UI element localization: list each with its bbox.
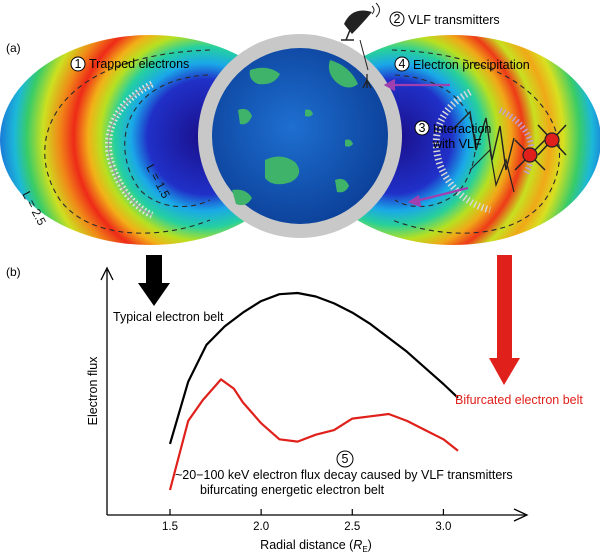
right-electron-helix bbox=[432, 88, 491, 214]
x-tick-label-0: 1.5 bbox=[162, 521, 178, 533]
l-shell-2-5-right bbox=[391, 49, 561, 234]
series-bifurcated-line bbox=[168, 378, 459, 491]
y-axis-arrowhead bbox=[100, 266, 114, 281]
svg-text:4: 4 bbox=[399, 57, 406, 71]
satellite-icon-2 bbox=[537, 124, 567, 156]
interaction-label-line1: Interaction bbox=[433, 122, 491, 136]
electron-precipitation-label: Electron precipitation bbox=[413, 58, 530, 72]
svg-text:1: 1 bbox=[75, 57, 82, 71]
x-tick-label-3: 3.0 bbox=[435, 521, 451, 533]
series-bifurcated-label: Bifurcated electron belt bbox=[455, 393, 583, 407]
marker-1: 1 bbox=[70, 56, 86, 72]
trapped-electrons-label: Trapped electrons bbox=[89, 57, 189, 71]
vlf-transmitters-label: VLF transmitters bbox=[408, 13, 500, 27]
svg-text:3: 3 bbox=[419, 121, 426, 135]
l-shell-1-5-right bbox=[394, 74, 476, 208]
marker-4: 4 bbox=[394, 56, 410, 72]
marker-5: 5 bbox=[336, 450, 354, 468]
chart-axes bbox=[100, 266, 529, 522]
annotation-line-2: bifurcating energetic electron belt bbox=[200, 483, 385, 497]
precipitation-arrows bbox=[383, 79, 469, 208]
annotation-line-1: ~20−100 keV electron flux decay caused b… bbox=[175, 468, 513, 482]
transmitter-pointer bbox=[359, 39, 369, 71]
panel-a-label: (a) bbox=[6, 41, 21, 55]
earth-landmasses bbox=[232, 60, 358, 206]
x-ticks: 1.5 2.0 2.5 3.0 bbox=[162, 509, 451, 533]
satellite-dish-icon bbox=[341, 2, 380, 41]
satellite-icon bbox=[514, 139, 546, 171]
marker-3: 3 bbox=[414, 120, 430, 136]
typical-belt-arrow bbox=[138, 255, 170, 306]
vlf-wave-zigzag-2 bbox=[469, 148, 515, 193]
x-axis-arrowhead bbox=[513, 508, 529, 522]
panel-b-label: (b) bbox=[6, 265, 21, 279]
x-tick-label-2: 2.5 bbox=[344, 521, 360, 533]
trapped-electron-guide bbox=[107, 83, 153, 216]
svg-text:5: 5 bbox=[342, 452, 349, 466]
x-axis-label: Radial distance (RE) bbox=[260, 538, 372, 554]
x-tick-label-1: 2.0 bbox=[253, 521, 269, 533]
interaction-label-line2: with VLF bbox=[432, 137, 482, 151]
svg-text:2: 2 bbox=[394, 12, 401, 26]
series-typical-label: Typical electron belt bbox=[113, 310, 224, 324]
series-typical-line bbox=[168, 291, 459, 445]
y-axis-label: Electron flux bbox=[86, 356, 100, 426]
right-l-shell-lines bbox=[391, 49, 561, 234]
bifurcated-belt-arrow bbox=[489, 255, 520, 385]
left-l-shell-lines bbox=[44, 49, 211, 234]
marker-2: 2 bbox=[389, 11, 405, 27]
l-shell-2-5-left bbox=[44, 49, 211, 234]
transmitter-tower-icon bbox=[362, 74, 372, 89]
